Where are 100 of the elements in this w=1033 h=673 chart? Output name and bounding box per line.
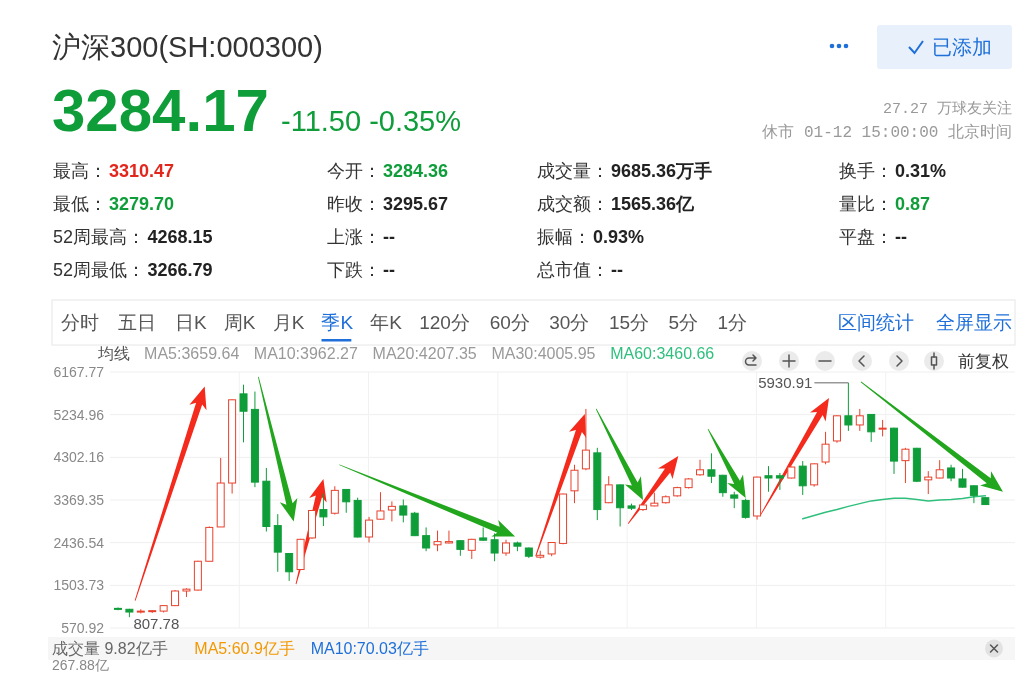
text: 3284.17 bbox=[52, 77, 269, 144]
text: 807.78 bbox=[133, 615, 180, 633]
text: 区间统计 bbox=[838, 312, 914, 333]
candlestick bbox=[399, 499, 408, 523]
text: 平盘： bbox=[839, 227, 893, 247]
text: -- bbox=[611, 260, 623, 280]
text: 振幅： bbox=[537, 227, 591, 247]
y-tick-label: 6167.77 bbox=[53, 363, 105, 380]
text: 量比： bbox=[839, 194, 893, 214]
text: 已添加 bbox=[932, 36, 992, 58]
text: 下跌： bbox=[327, 260, 381, 280]
text: 5930.91 bbox=[758, 374, 813, 392]
text: 昨收： bbox=[327, 194, 381, 214]
candlestick bbox=[821, 431, 830, 465]
candlestick bbox=[570, 464, 579, 504]
text: 上涨： bbox=[327, 227, 381, 247]
text: 0.87 bbox=[895, 194, 931, 214]
text: 五日 bbox=[118, 312, 156, 333]
candlestick bbox=[764, 465, 773, 493]
text: 5分 bbox=[668, 312, 699, 333]
candlestick bbox=[433, 530, 442, 552]
y-tick-label: 2436.54 bbox=[53, 534, 105, 551]
candlestick bbox=[775, 472, 784, 491]
text: -- bbox=[383, 227, 395, 247]
candlestick bbox=[696, 459, 705, 477]
text: MA60:3460.66 bbox=[610, 345, 715, 362]
text: MA10:3962.27 bbox=[253, 345, 358, 362]
text: 换手： bbox=[839, 161, 893, 181]
text: 休市 01-12 15:00:00 北京时间 bbox=[762, 123, 1012, 142]
candlestick bbox=[330, 485, 339, 516]
candlestick bbox=[935, 459, 944, 479]
candlestick bbox=[867, 413, 876, 443]
text: 最低： bbox=[53, 194, 107, 214]
text: 3279.70 bbox=[109, 194, 175, 214]
text: 267.88亿 bbox=[52, 657, 109, 673]
text: 成交量 9.82亿手 bbox=[52, 640, 168, 657]
text: 季K bbox=[321, 312, 354, 333]
text: 周K bbox=[223, 312, 256, 333]
candlestick bbox=[387, 500, 396, 522]
text: 4268.15 bbox=[147, 227, 213, 247]
text: MA10:70.03亿手 bbox=[310, 640, 429, 657]
y-tick-label: 5234.96 bbox=[53, 406, 105, 423]
candlestick bbox=[581, 408, 590, 471]
candlestick bbox=[855, 408, 864, 432]
candlestick bbox=[319, 493, 328, 527]
candlestick bbox=[844, 382, 853, 432]
candlestick bbox=[707, 452, 716, 484]
candlestick bbox=[285, 552, 294, 582]
text: 30分 bbox=[549, 312, 590, 333]
text: 52周最低： bbox=[53, 260, 146, 280]
text: 总市值： bbox=[536, 260, 609, 280]
text: MA20:4207.35 bbox=[372, 345, 477, 362]
text: -11.50 -0.35% bbox=[281, 105, 462, 137]
text: MA5:60.9亿手 bbox=[194, 640, 295, 657]
text: 年K bbox=[370, 312, 403, 333]
text: 最高： bbox=[53, 161, 107, 181]
text: 3266.79 bbox=[147, 260, 213, 280]
text: 9685.36万手 bbox=[611, 161, 713, 181]
text: 1分 bbox=[717, 312, 748, 333]
text: 60分 bbox=[489, 312, 530, 333]
candlestick bbox=[422, 526, 431, 552]
text: 15分 bbox=[608, 312, 650, 333]
candlestick bbox=[798, 460, 807, 496]
text: 3284.36 bbox=[383, 161, 449, 181]
text: 3295.67 bbox=[383, 194, 449, 214]
text: 成交量： bbox=[537, 161, 609, 181]
candlestick bbox=[376, 491, 385, 521]
candlestick bbox=[741, 498, 750, 520]
text: 成交额： bbox=[537, 194, 609, 214]
candlestick bbox=[444, 530, 453, 544]
y-tick-label: 1503.73 bbox=[53, 577, 105, 594]
text: 全屏显示 bbox=[936, 312, 1012, 333]
candlestick bbox=[410, 511, 419, 537]
candlestick bbox=[924, 470, 933, 495]
text: MA30:4005.95 bbox=[491, 345, 596, 362]
text: -- bbox=[895, 227, 907, 247]
y-tick-label: 4302.16 bbox=[53, 449, 105, 466]
candlestick bbox=[901, 447, 910, 484]
text: 1565.36亿 bbox=[611, 194, 696, 214]
text: 0.31% bbox=[895, 161, 947, 181]
legend-title: 均线 bbox=[97, 345, 131, 362]
text: 27.27 万球友关注 bbox=[882, 100, 1012, 118]
candlestick bbox=[239, 384, 248, 443]
text: -- bbox=[383, 260, 395, 280]
text: 日K bbox=[175, 312, 207, 333]
candlestick bbox=[616, 483, 625, 527]
text: 120分 bbox=[419, 312, 470, 333]
candlestick bbox=[490, 532, 499, 562]
text: 月K bbox=[272, 312, 305, 333]
candlestick bbox=[365, 516, 374, 544]
text: 前复权 bbox=[958, 352, 1009, 371]
text: 0.93% bbox=[593, 227, 645, 247]
candlestick bbox=[810, 462, 819, 488]
text: MA5:3659.64 bbox=[144, 345, 240, 362]
text: 沪深300(SH:000300) bbox=[52, 31, 323, 63]
text: 3310.47 bbox=[109, 161, 175, 181]
candlestick bbox=[604, 475, 613, 504]
text: 分时 bbox=[61, 312, 99, 333]
text: 今开： bbox=[327, 161, 381, 181]
y-tick-label: 3369.35 bbox=[53, 491, 105, 508]
